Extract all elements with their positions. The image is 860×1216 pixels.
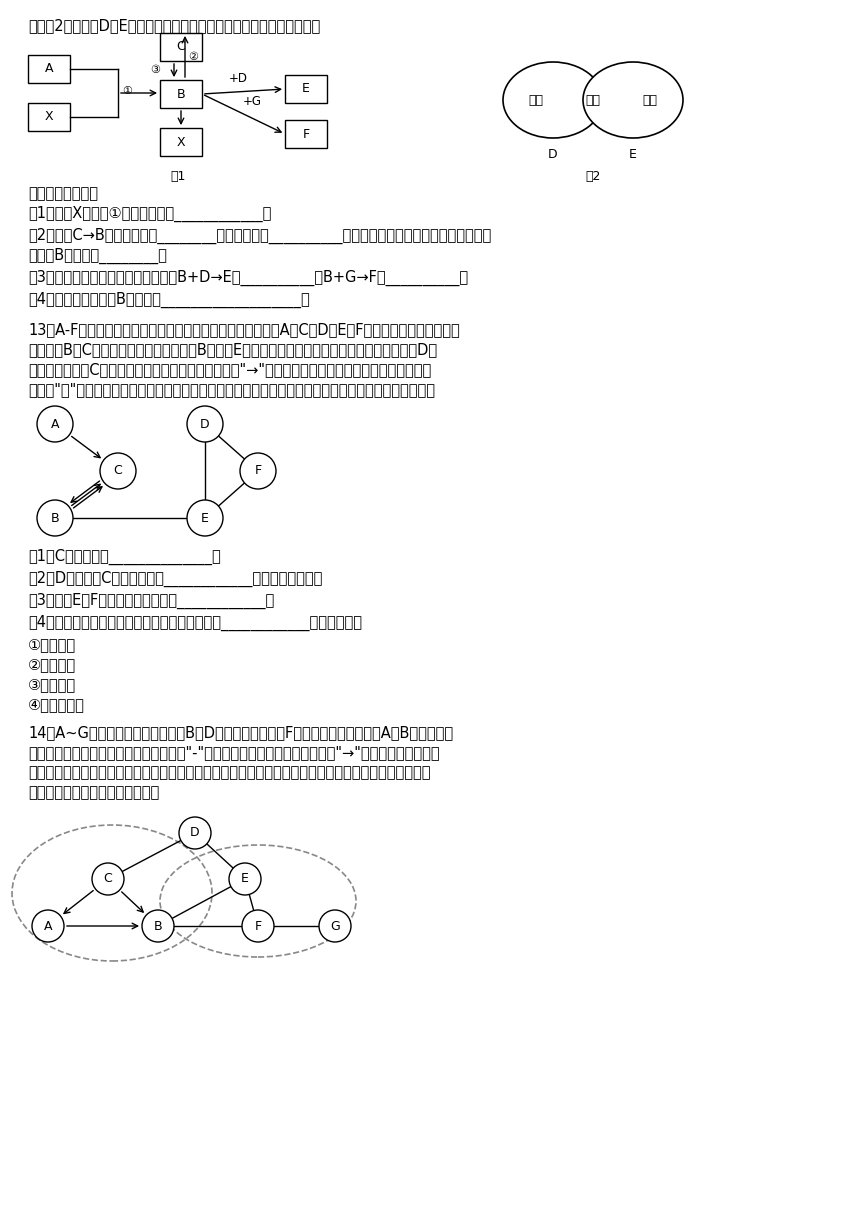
Text: （1）物质X在反应①中起的作用是____________。: （1）物质X在反应①中起的作用是____________。 [28,206,272,223]
Text: 图1: 图1 [170,170,186,182]
FancyBboxPatch shape [28,55,70,83]
Text: D: D [200,417,210,430]
Text: F: F [303,128,310,141]
Circle shape [37,406,73,441]
Text: D: D [190,827,200,839]
Circle shape [32,910,64,942]
Text: C: C [114,465,122,478]
Text: ③: ③ [150,64,160,75]
Text: ②: ② [188,52,198,62]
Circle shape [187,406,223,441]
Text: （3）请写出下列反应的化学方程式：B+D→E：__________；B+G→F：__________。: （3）请写出下列反应的化学方程式：B+D→E：__________；B+G→F：… [28,270,468,286]
Circle shape [242,910,274,942]
Circle shape [92,863,124,895]
Text: ②分解反应: ②分解反应 [28,657,77,672]
Text: 请回答下列问题：: 请回答下列问题： [28,186,98,201]
Text: 红色: 红色 [529,94,544,107]
Circle shape [229,863,261,895]
Text: 溶液常用于检验C。它们之间有如图所示的转化关系（"→"表示某一种物质经一步反应可转化为另一种: 溶液常用于检验C。它们之间有如图所示的转化关系（"→"表示某一种物质经一步反应可… [28,362,431,377]
Text: G: G [330,919,340,933]
Circle shape [37,500,73,536]
Circle shape [142,910,174,942]
Text: （2）物质C→B的反应条件为________；该反应属于__________反应（填基本反应类型）。写出一条有: （2）物质C→B的反应条件为________；该反应属于__________反应… [28,229,491,244]
Text: C: C [176,40,186,54]
Circle shape [100,454,136,489]
Text: D: D [548,148,558,161]
Text: E: E [629,148,637,161]
Text: E: E [201,512,209,524]
Text: （3）写出E、F反应的化学方程式为____________；: （3）写出E、F反应的化学方程式为____________； [28,593,274,609]
Text: 关物质B的用途是________。: 关物质B的用途是________。 [28,248,167,264]
Text: 相同的液体。它们之间的关系如图所示（"-"表示相连两物质之间能发生反应，"→"表示由某一物质转化: 相同的液体。它们之间的关系如图所示（"-"表示相连两物质之间能发生反应，"→"表… [28,745,439,760]
Text: A: A [51,417,59,430]
Ellipse shape [583,62,683,137]
Text: ④复分解反应: ④复分解反应 [28,697,85,713]
Circle shape [179,817,211,849]
Circle shape [187,500,223,536]
Text: E: E [302,83,310,96]
Text: X: X [45,111,53,124]
Text: ①化合反应: ①化合反应 [28,637,77,652]
Text: B: B [154,919,163,933]
Text: A: A [45,62,53,75]
FancyBboxPatch shape [160,33,202,61]
Text: 边虚线圈里发生的是复分解反应。: 边虚线圈里发生的是复分解反应。 [28,786,159,800]
Text: 射。图2所示的是D、E的相关信息（重叠部分表示两种物质的共同点）。: 射。图2所示的是D、E的相关信息（重叠部分表示两种物质的共同点）。 [28,18,320,33]
Text: ③置换反应: ③置换反应 [28,677,77,692]
Text: 14、A~G是初中化学常见的物质，B和D能参与光合作用，F可用于改良酸性土壤，A和B是组成元素: 14、A~G是初中化学常见的物质，B和D能参与光合作用，F可用于改良酸性土壤，A… [28,725,453,741]
Text: 质。已知B、C为组成元素相同的气体，且B有毒，E广泛用于玻璃、造纸、纺织和洗涤剂的生产，D的: 质。已知B、C为组成元素相同的气体，且B有毒，E广泛用于玻璃、造纸、纺织和洗涤剂… [28,342,437,358]
Text: E: E [241,873,249,885]
Text: （4）实验室检验气体B的方法为___________________。: （4）实验室检验气体B的方法为___________________。 [28,292,310,308]
FancyBboxPatch shape [160,80,202,108]
Circle shape [319,910,351,942]
Text: ①: ① [122,86,132,96]
Ellipse shape [503,62,603,137]
FancyBboxPatch shape [285,75,327,103]
Text: 图2: 图2 [586,170,600,182]
Text: C: C [103,873,113,885]
Text: 黑色: 黑色 [642,94,658,107]
Text: F: F [255,919,261,933]
Text: 固体: 固体 [586,94,600,107]
Text: 物质，"一"表示相连的物质能发生化学反应，部分反应物、生成物及反应条件已略去）。回答下列问题：: 物质，"一"表示相连的物质能发生化学反应，部分反应物、生成物及反应条件已略去）。… [28,382,435,396]
Text: （1）C的化学式为______________；: （1）C的化学式为______________； [28,548,221,565]
Text: F: F [255,465,261,478]
Text: （2）D除了检验C，还可以用来____________（写一种用途）；: （2）D除了检验C，还可以用来____________（写一种用途）； [28,572,322,587]
Text: 为另一物质，部分反应物生成物及反应条件已略去），每个虚线圈中各反应的基本反应类型相同，其中右: 为另一物质，部分反应物生成物及反应条件已略去），每个虚线圈中各反应的基本反应类型… [28,765,431,779]
FancyBboxPatch shape [160,128,202,156]
Circle shape [240,454,276,489]
Text: +G: +G [243,95,261,108]
Text: A: A [44,919,52,933]
Text: 13、A-F为初中化学常见的六种物质且均含同一种元素，其中A、C、D、E、F分别为五种类别不同的物: 13、A-F为初中化学常见的六种物质且均含同一种元素，其中A、C、D、E、F分别… [28,322,460,337]
Text: X: X [176,135,185,148]
FancyBboxPatch shape [285,120,327,148]
Text: +D: +D [229,72,248,85]
Text: （4）整个转化过程中没有涉及的基本反应类型是____________（填序号）。: （4）整个转化过程中没有涉及的基本反应类型是____________（填序号）。 [28,615,362,631]
Text: B: B [176,88,185,101]
Text: B: B [51,512,59,524]
FancyBboxPatch shape [28,103,70,131]
